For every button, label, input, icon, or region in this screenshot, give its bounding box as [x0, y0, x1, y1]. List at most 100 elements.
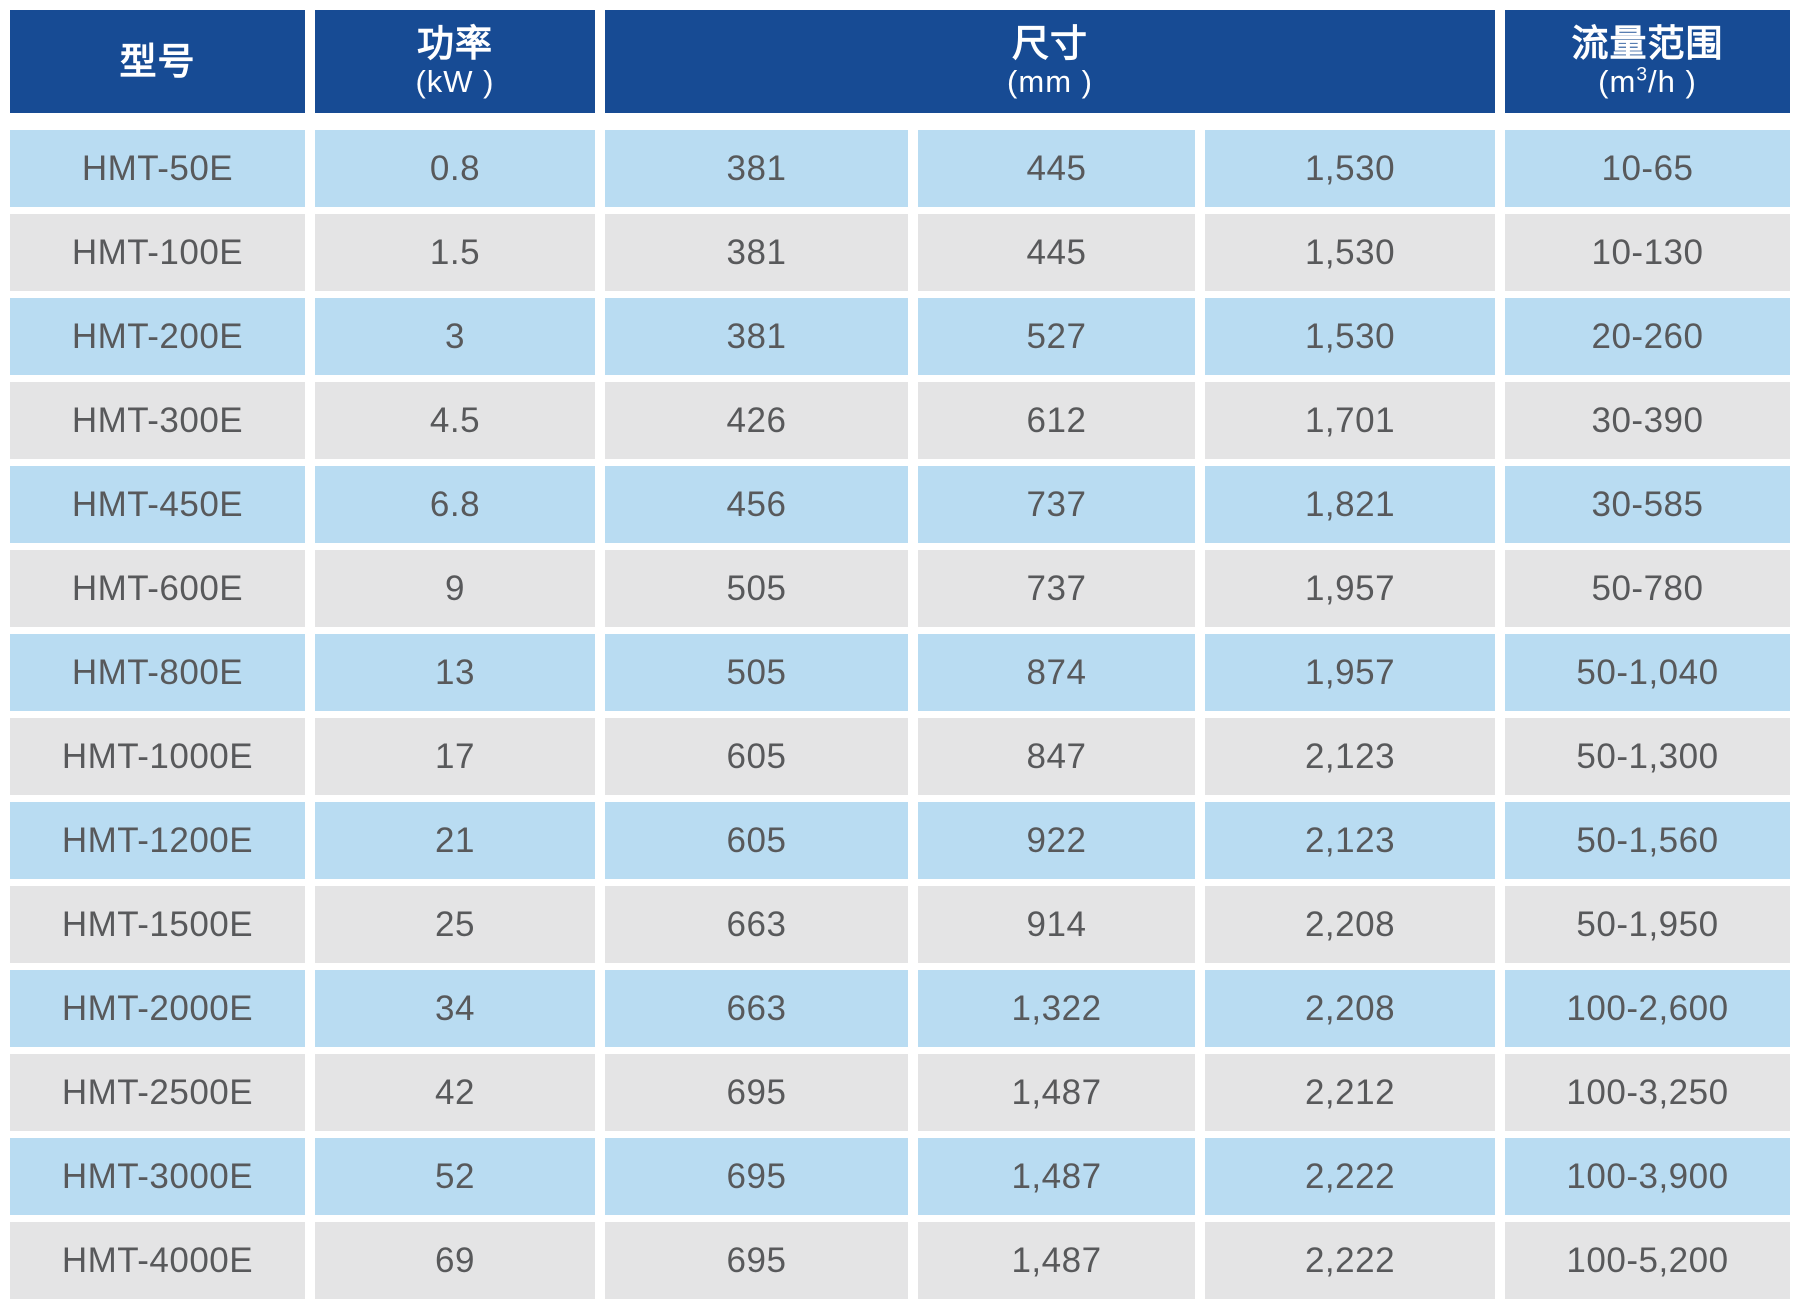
cell-flow: 50-1,040: [1505, 634, 1790, 711]
cell-model: HMT-50E: [10, 130, 305, 207]
cell-dim3: 2,222: [1205, 1222, 1495, 1299]
table-row: HMT-2500E 42 695 1,487 2,212 100-3,250: [10, 1054, 1790, 1131]
flow-unit-superscript: 3: [1636, 64, 1649, 86]
cell-dim2: 914: [918, 886, 1195, 963]
cell-dim2: 922: [918, 802, 1195, 879]
header-size-title: 尺寸: [1012, 23, 1088, 65]
cell-power: 0.8: [315, 130, 595, 207]
cell-dim2: 445: [918, 130, 1195, 207]
cell-dim1: 605: [605, 802, 908, 879]
header-cell-flow: 流量范围 (m3/h ): [1505, 10, 1790, 113]
cell-flow: 10-65: [1505, 130, 1790, 207]
cell-dim2: 527: [918, 298, 1195, 375]
cell-dim1: 381: [605, 214, 908, 291]
cell-flow: 50-780: [1505, 550, 1790, 627]
table-row: HMT-4000E 69 695 1,487 2,222 100-5,200: [10, 1222, 1790, 1299]
cell-dim3: 1,821: [1205, 466, 1495, 543]
cell-dim2: 1,322: [918, 970, 1195, 1047]
cell-dim3: 1,530: [1205, 298, 1495, 375]
cell-dim1: 695: [605, 1054, 908, 1131]
table-row: HMT-100E 1.5 381 445 1,530 10-130: [10, 214, 1790, 291]
cell-dim3: 2,222: [1205, 1138, 1495, 1215]
header-flow-title: 流量范围: [1571, 23, 1724, 65]
cell-model: HMT-1200E: [10, 802, 305, 879]
cell-model: HMT-450E: [10, 466, 305, 543]
table-row: HMT-3000E 52 695 1,487 2,222 100-3,900: [10, 1138, 1790, 1215]
cell-power: 13: [315, 634, 595, 711]
cell-flow: 100-5,200: [1505, 1222, 1790, 1299]
header-model-title: 型号: [119, 40, 196, 82]
header-power-title: 功率: [417, 23, 493, 65]
cell-dim2: 847: [918, 718, 1195, 795]
cell-model: HMT-100E: [10, 214, 305, 291]
cell-dim2: 1,487: [918, 1222, 1195, 1299]
cell-power: 34: [315, 970, 595, 1047]
cell-dim3: 1,530: [1205, 130, 1495, 207]
cell-dim3: 1,957: [1205, 550, 1495, 627]
cell-model: HMT-1000E: [10, 718, 305, 795]
table-row: HMT-1500E 25 663 914 2,208 50-1,950: [10, 886, 1790, 963]
cell-flow: 100-3,250: [1505, 1054, 1790, 1131]
cell-power: 42: [315, 1054, 595, 1131]
cell-model: HMT-2500E: [10, 1054, 305, 1131]
cell-dim3: 2,212: [1205, 1054, 1495, 1131]
cell-power: 4.5: [315, 382, 595, 459]
cell-power: 25: [315, 886, 595, 963]
table-row: HMT-50E 0.8 381 445 1,530 10-65: [10, 130, 1790, 207]
header-power-unit: (kW ): [415, 63, 495, 99]
cell-model: HMT-2000E: [10, 970, 305, 1047]
table-row: HMT-200E 3 381 527 1,530 20-260: [10, 298, 1790, 375]
cell-flow: 20-260: [1505, 298, 1790, 375]
cell-model: HMT-800E: [10, 634, 305, 711]
cell-dim2: 1,487: [918, 1054, 1195, 1131]
cell-flow: 30-390: [1505, 382, 1790, 459]
cell-dim1: 695: [605, 1138, 908, 1215]
cell-model: HMT-1500E: [10, 886, 305, 963]
header-cell-model: 型号: [10, 10, 305, 113]
cell-flow: 10-130: [1505, 214, 1790, 291]
cell-power: 17: [315, 718, 595, 795]
cell-dim1: 381: [605, 130, 908, 207]
table-row: HMT-800E 13 505 874 1,957 50-1,040: [10, 634, 1790, 711]
cell-dim1: 663: [605, 886, 908, 963]
cell-dim3: 1,530: [1205, 214, 1495, 291]
header-flow-unit: (m3/h ): [1598, 63, 1697, 100]
cell-model: HMT-600E: [10, 550, 305, 627]
cell-dim1: 426: [605, 382, 908, 459]
cell-power: 6.8: [315, 466, 595, 543]
header-cell-size: 尺寸 (mm ): [605, 10, 1495, 113]
cell-dim1: 456: [605, 466, 908, 543]
table-row: HMT-300E 4.5 426 612 1,701 30-390: [10, 382, 1790, 459]
cell-model: HMT-300E: [10, 382, 305, 459]
cell-power: 21: [315, 802, 595, 879]
cell-dim1: 381: [605, 298, 908, 375]
cell-flow: 50-1,560: [1505, 802, 1790, 879]
cell-dim1: 505: [605, 550, 908, 627]
cell-dim2: 445: [918, 214, 1195, 291]
table-row: HMT-2000E 34 663 1,322 2,208 100-2,600: [10, 970, 1790, 1047]
cell-flow: 30-585: [1505, 466, 1790, 543]
cell-dim2: 1,487: [918, 1138, 1195, 1215]
cell-dim2: 612: [918, 382, 1195, 459]
table-row: HMT-1200E 21 605 922 2,123 50-1,560: [10, 802, 1790, 879]
cell-flow: 100-2,600: [1505, 970, 1790, 1047]
cell-dim3: 2,123: [1205, 802, 1495, 879]
cell-model: HMT-4000E: [10, 1222, 305, 1299]
cell-power: 1.5: [315, 214, 595, 291]
header-cell-power: 功率 (kW ): [315, 10, 595, 113]
cell-flow: 50-1,950: [1505, 886, 1790, 963]
cell-dim2: 737: [918, 550, 1195, 627]
cell-model: HMT-200E: [10, 298, 305, 375]
cell-flow: 100-3,900: [1505, 1138, 1790, 1215]
cell-power: 52: [315, 1138, 595, 1215]
table-header-row: 型号 功率 (kW ) 尺寸 (mm ) 流量范围 (m3/h ): [10, 10, 1790, 113]
cell-dim1: 695: [605, 1222, 908, 1299]
cell-power: 9: [315, 550, 595, 627]
table-row: HMT-450E 6.8 456 737 1,821 30-585: [10, 466, 1790, 543]
flow-unit-suffix: /h ): [1648, 63, 1697, 99]
cell-flow: 50-1,300: [1505, 718, 1790, 795]
cell-dim3: 2,208: [1205, 886, 1495, 963]
cell-dim3: 2,208: [1205, 970, 1495, 1047]
cell-dim1: 505: [605, 634, 908, 711]
